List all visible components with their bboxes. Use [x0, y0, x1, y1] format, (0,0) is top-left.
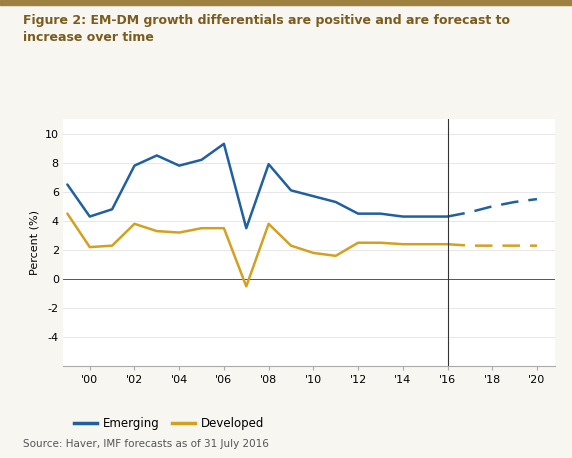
Text: Figure 2: EM-DM growth differentials are positive and are forecast to
increase o: Figure 2: EM-DM growth differentials are… [23, 14, 510, 44]
Legend: Emerging, Developed: Emerging, Developed [69, 412, 269, 435]
Y-axis label: Percent (%): Percent (%) [29, 210, 39, 275]
Text: Source: Haver, IMF forecasts as of 31 July 2016: Source: Haver, IMF forecasts as of 31 Ju… [23, 439, 269, 449]
